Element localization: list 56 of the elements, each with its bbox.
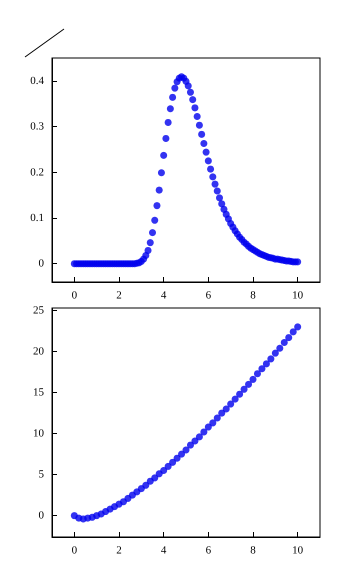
point (267, 355, 274, 362)
x-tick-label: 2 (116, 544, 122, 556)
y-tick-label: 0 (38, 510, 44, 522)
x-tick-label: 10 (292, 544, 304, 556)
x-tick-label: 0 (72, 544, 78, 556)
point (227, 400, 234, 408)
point (290, 328, 297, 336)
point (169, 458, 176, 466)
point (254, 370, 261, 378)
point (160, 467, 168, 474)
y-tick-label: 20 (33, 346, 44, 358)
point (182, 446, 190, 454)
point (258, 365, 266, 372)
x-tick-label: 0 (72, 290, 78, 302)
x-tick-label: 8 (250, 290, 256, 302)
point (218, 410, 226, 417)
point (142, 482, 150, 489)
y-tick-label: 25 (33, 304, 44, 316)
point (280, 339, 288, 346)
point (272, 350, 279, 357)
y-tick-label: 0.4 (30, 74, 44, 87)
x-tick-label: 8 (250, 544, 256, 556)
point (204, 424, 212, 431)
point (178, 450, 186, 458)
y-tick-label: 0.1 (30, 212, 44, 224)
y-tick-label: 0.3 (30, 120, 44, 133)
y-tick-label: 0.2 (30, 166, 44, 178)
point (222, 405, 230, 412)
y-tick-label: 0 (38, 258, 44, 270)
point (245, 380, 252, 388)
point (240, 386, 248, 393)
point (276, 344, 284, 352)
point (232, 396, 239, 403)
point (262, 360, 270, 368)
point (174, 454, 181, 462)
point (250, 376, 256, 383)
x-tick-label: 4 (160, 544, 167, 556)
point (151, 474, 158, 482)
y-tick-label: 5 (38, 468, 44, 481)
point (236, 390, 244, 398)
point (186, 442, 194, 449)
x-tick-label: 10 (292, 290, 304, 302)
point (191, 437, 198, 444)
point (209, 419, 216, 426)
x-tick-label: 6 (206, 290, 212, 302)
point (200, 428, 208, 436)
point (164, 462, 172, 470)
y-tick-label: 10 (33, 428, 44, 440)
point (196, 433, 203, 440)
x-tick-label: 4 (160, 290, 167, 302)
x-tick-label: 6 (206, 544, 212, 556)
point (294, 323, 302, 330)
point (214, 414, 221, 422)
x-tick-label: 2 (116, 290, 122, 302)
y-tick-label: 15 (33, 386, 44, 399)
point (285, 334, 292, 342)
